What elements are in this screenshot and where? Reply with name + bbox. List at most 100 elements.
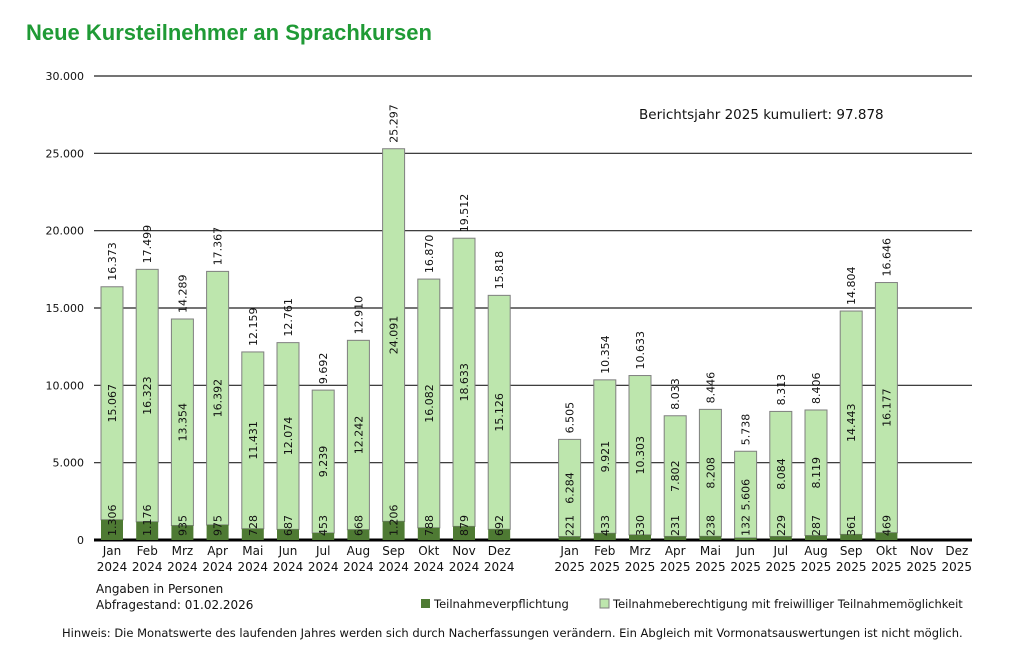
x-tick-label-month: Mrz xyxy=(629,544,651,558)
data-label-total: 12.761 xyxy=(282,298,295,337)
data-label-total: 8.033 xyxy=(669,378,682,410)
data-label-total: 12.159 xyxy=(247,307,260,346)
data-label-total: 8.313 xyxy=(775,374,788,406)
data-label-total: 14.289 xyxy=(176,274,189,313)
bar-dark xyxy=(101,519,123,540)
x-tick-label-year: 2024 xyxy=(484,560,515,574)
bar-dark xyxy=(312,532,335,540)
data-label-dark: 238 xyxy=(704,515,717,536)
data-label-dark: 975 xyxy=(212,515,225,536)
data-label-total: 14.804 xyxy=(845,267,858,306)
data-label-light: 14.443 xyxy=(845,403,858,442)
data-label-dark: 221 xyxy=(564,515,577,536)
bar-dark xyxy=(840,534,863,540)
data-label-total: 16.373 xyxy=(106,242,119,281)
data-label-dark: 231 xyxy=(669,515,682,536)
x-tick-label-month: Nov xyxy=(452,544,475,558)
bar-dark xyxy=(453,526,475,540)
x-tick-label-month: Jun xyxy=(735,544,755,558)
x-tick-label-year: 2025 xyxy=(906,560,937,574)
data-label-total: 6.505 xyxy=(564,402,577,434)
data-label-dark: 330 xyxy=(634,515,647,536)
data-label-light: 7.802 xyxy=(669,460,682,492)
x-tick-label-year: 2024 xyxy=(97,560,128,574)
x-tick-label-month: Aug xyxy=(347,544,370,558)
x-tick-label-month: Jun xyxy=(278,544,298,558)
bar-dark xyxy=(593,533,616,540)
data-label-dark: 788 xyxy=(423,515,436,536)
bar-dark xyxy=(347,529,370,540)
x-tick-label-month: Jul xyxy=(315,544,330,558)
data-label-light: 16.082 xyxy=(423,384,436,423)
data-label-total: 17.499 xyxy=(141,225,154,264)
bar-dark xyxy=(734,537,757,540)
x-tick-label-year: 2024 xyxy=(308,560,339,574)
x-tick-label-month: Mai xyxy=(242,544,263,558)
data-label-dark: 453 xyxy=(317,515,330,536)
y-tick-label: 30.000 xyxy=(46,70,85,83)
x-tick-label-year: 2025 xyxy=(660,560,691,574)
x-tick-label-month: Feb xyxy=(594,544,615,558)
data-label-dark: 668 xyxy=(352,515,365,536)
bar-dark xyxy=(488,529,511,540)
data-label-total: 25.297 xyxy=(388,104,401,143)
x-tick-label-year: 2025 xyxy=(801,560,832,574)
bar-dark xyxy=(417,527,440,540)
x-tick-label-year: 2024 xyxy=(343,560,374,574)
x-tick-label-month: Aug xyxy=(804,544,827,558)
legend-label-light: Teilnahmeberechtigung mit freiwilliger T… xyxy=(612,597,963,611)
x-tick-label-year: 2025 xyxy=(590,560,621,574)
data-label-total: 10.354 xyxy=(599,335,612,374)
legend-label-dark: Teilnahmeverpflichtung xyxy=(433,597,569,611)
bar-light xyxy=(135,268,159,523)
data-label-light: 10.303 xyxy=(634,436,647,475)
legend-swatch-dark xyxy=(421,599,430,608)
x-tick-label-year: 2025 xyxy=(942,560,973,574)
data-label-dark: 935 xyxy=(176,515,189,536)
data-label-total: 16.870 xyxy=(423,235,436,274)
data-label-total: 5.738 xyxy=(740,414,753,446)
x-tick-label-year: 2024 xyxy=(273,560,304,574)
bar-dark xyxy=(241,528,264,540)
x-tick-label-month: Mrz xyxy=(172,544,194,558)
unit-note: Angaben in Personen xyxy=(96,582,224,596)
y-tick-label: 10.000 xyxy=(46,379,85,392)
x-tick-label-year: 2024 xyxy=(238,560,269,574)
x-tick-label-year: 2025 xyxy=(695,560,726,574)
chart-title: Neue Kursteilnehmer an Sprachkursen xyxy=(26,20,432,45)
data-label-dark: 1.306 xyxy=(106,505,119,537)
bar-dark xyxy=(558,536,581,540)
data-label-total: 19.512 xyxy=(458,194,471,233)
data-label-dark: 287 xyxy=(810,515,823,536)
data-label-light: 11.431 xyxy=(247,421,260,460)
bar-dark xyxy=(629,534,651,540)
data-label-light: 5.606 xyxy=(740,479,753,511)
data-label-total: 10.633 xyxy=(634,331,647,370)
x-tick-label-month: Dez xyxy=(488,544,511,558)
data-label-light: 15.067 xyxy=(106,384,119,423)
x-tick-label-year: 2024 xyxy=(414,560,445,574)
x-tick-label-year: 2025 xyxy=(871,560,902,574)
x-tick-label-year: 2024 xyxy=(167,560,198,574)
data-label-dark: 1.176 xyxy=(141,505,154,537)
legend-swatch-light xyxy=(599,598,610,609)
hint-note: Hinweis: Die Monatswerte des laufenden J… xyxy=(62,626,963,640)
y-tick-label: 25.000 xyxy=(46,147,85,160)
data-label-light: 13.354 xyxy=(176,403,189,442)
data-label-light: 12.242 xyxy=(352,416,365,455)
data-label-dark: 361 xyxy=(845,515,858,536)
data-label-light: 12.074 xyxy=(282,417,295,456)
bar-dark xyxy=(769,536,792,540)
data-label-light: 18.633 xyxy=(458,363,471,402)
x-tick-label-month: Jan xyxy=(102,544,122,558)
data-label-total: 12.910 xyxy=(352,296,365,335)
x-tick-label-year: 2024 xyxy=(449,560,480,574)
x-tick-label-month: Sep xyxy=(840,544,863,558)
x-tick-label-month: Nov xyxy=(910,544,933,558)
data-label-light: 24.091 xyxy=(388,316,401,355)
data-label-light: 16.323 xyxy=(141,376,154,415)
bar-dark xyxy=(171,525,194,540)
x-tick-label-month: Okt xyxy=(418,544,439,558)
data-label-total: 15.818 xyxy=(493,251,506,290)
